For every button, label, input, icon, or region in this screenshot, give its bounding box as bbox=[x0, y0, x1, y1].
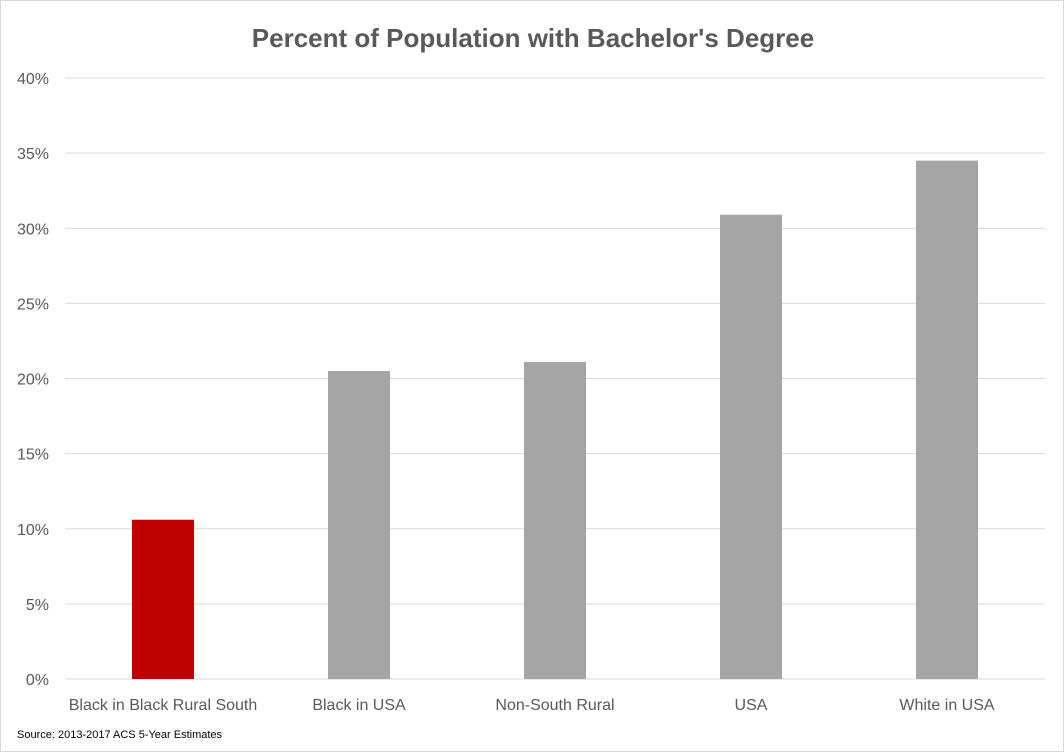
y-tick-label: 30% bbox=[17, 221, 49, 238]
x-category-label: Black in Black Rural South bbox=[69, 697, 258, 714]
y-tick-label: 5% bbox=[26, 597, 49, 614]
y-tick-label: 0% bbox=[26, 672, 49, 689]
x-category-label: Non-South Rural bbox=[495, 697, 614, 714]
y-tick-label: 25% bbox=[17, 296, 49, 313]
bar bbox=[132, 519, 194, 679]
x-category-label: White in USA bbox=[899, 697, 994, 714]
bars bbox=[132, 160, 978, 680]
x-axis-category-labels: Black in Black Rural South Black in USA No… bbox=[69, 697, 995, 714]
bar bbox=[916, 160, 978, 679]
y-axis-tick-labels: 0% 5% 10% 15% 20% 25% 30% 35% 40% bbox=[17, 71, 49, 689]
x-category-label: Black in USA bbox=[312, 697, 406, 714]
y-tick-label: 10% bbox=[17, 522, 49, 539]
y-tick-label: 35% bbox=[17, 146, 49, 163]
bar bbox=[524, 361, 586, 679]
y-tick-label: 15% bbox=[17, 447, 49, 464]
x-category-label: USA bbox=[735, 697, 768, 714]
y-tick-label: 20% bbox=[17, 372, 49, 389]
bar bbox=[720, 214, 782, 680]
chart-title: Percent of Population with Bachelor's De… bbox=[252, 23, 814, 53]
bar bbox=[328, 370, 390, 679]
y-tick-label: 40% bbox=[17, 71, 49, 88]
source-note: Source: 2013-2017 ACS 5-Year Estimates bbox=[17, 729, 223, 741]
